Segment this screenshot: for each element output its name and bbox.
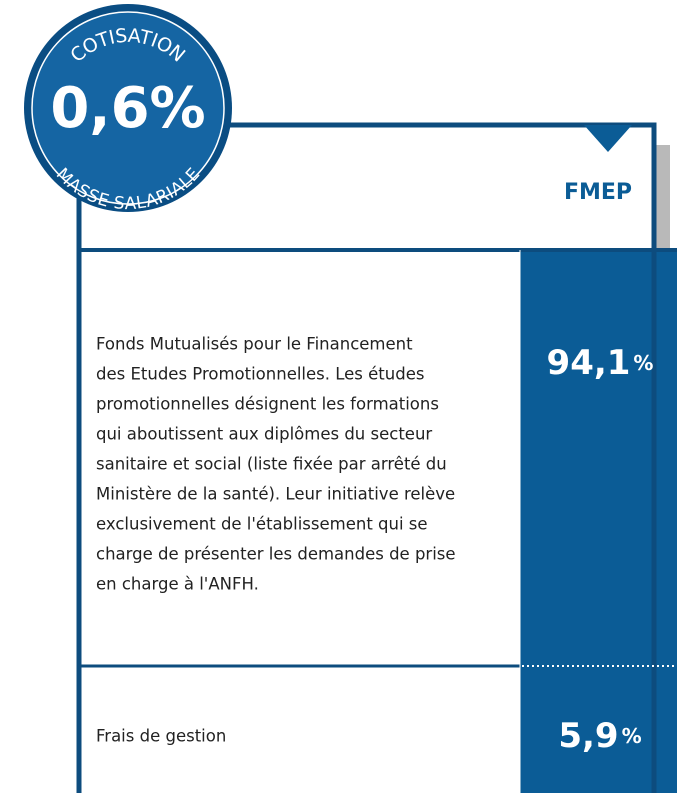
row-value-unit: %	[633, 351, 653, 375]
badge: COTISATION 0,6% MASSE SALARIALE	[24, 4, 232, 214]
row-text: exclusivement de l'établissement qui se	[96, 515, 428, 534]
row-text: des Etudes Promotionnelles. Les études	[96, 365, 424, 384]
row-text: Fonds Mutualisés pour le Financement	[96, 335, 413, 354]
row-text: qui aboutissent aux diplômes du secteur	[96, 425, 432, 444]
value-column	[520, 250, 677, 793]
badge-value: 0,6%	[50, 76, 205, 141]
row-text: Ministère de la santé). Leur initiative …	[96, 485, 455, 504]
header-title: FMEP	[564, 180, 632, 205]
header-marker	[584, 125, 632, 152]
badge-face	[31, 11, 225, 205]
rows: Fonds Mutualisés pour le Financement des …	[96, 335, 653, 756]
table-border	[76, 122, 657, 793]
shadow	[656, 145, 670, 250]
row-text: en charge à l'ANFH.	[96, 575, 259, 594]
row-text: promotionnelles désignent les formations	[96, 395, 439, 414]
row-text: charge de présenter les demandes de pris…	[96, 545, 456, 564]
row-value-unit: %	[622, 724, 642, 748]
row-value-number: 94,1	[547, 343, 631, 383]
row-value: 94,1%	[547, 343, 654, 383]
row-value: 5,9%	[558, 716, 641, 756]
row-text: sanitaire et social (liste fixée par arr…	[96, 455, 447, 474]
row-text: Frais de gestion	[96, 727, 226, 746]
row-value-number: 5,9	[558, 716, 618, 756]
